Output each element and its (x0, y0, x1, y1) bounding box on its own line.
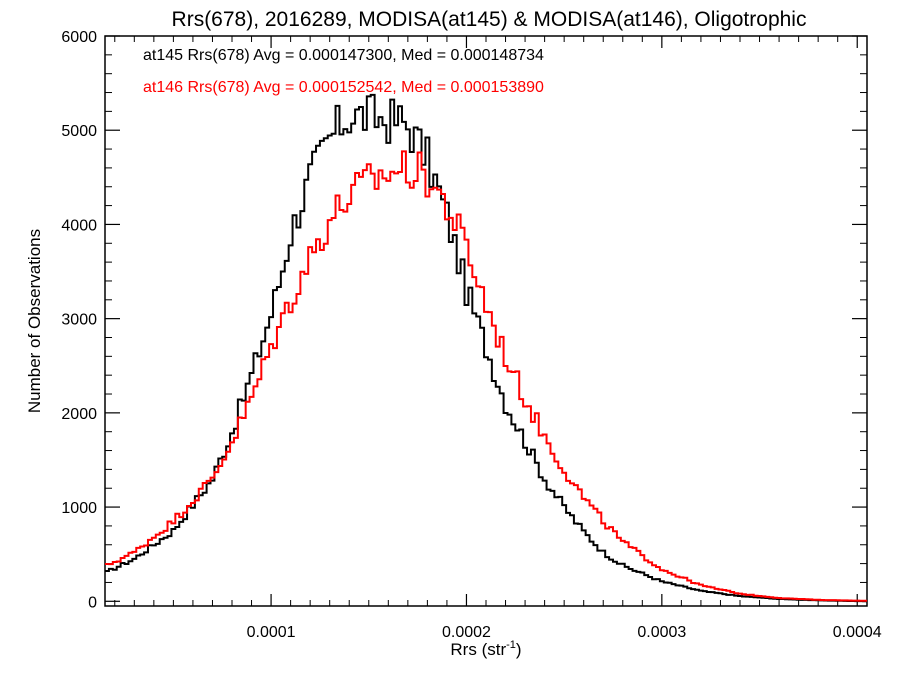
y-tick-label: 6000 (61, 29, 97, 46)
legend-entry-at145: at145 Rrs(678) Avg = 0.000147300, Med = … (143, 47, 544, 64)
x-tick-label: 0.0001 (247, 624, 296, 641)
chart-title: Rrs(678), 2016289, MODISA(at145) & MODIS… (172, 8, 807, 31)
series-line-at145 (105, 93, 867, 603)
x-tick-label: 0.0002 (442, 624, 491, 641)
y-tick-label: 1000 (61, 500, 97, 517)
x-axis-label: Rrs (str-1) (450, 639, 521, 659)
y-axis-label: Number of Observations (25, 229, 44, 413)
y-tick-label: 3000 (61, 312, 97, 329)
series-line-at146 (105, 150, 867, 602)
y-tick-label: 5000 (61, 123, 97, 140)
y-tick-label: 2000 (61, 406, 97, 423)
series-layer (105, 93, 867, 603)
x-axis-label-superscript: -1 (506, 639, 516, 651)
x-axis-ticks: 0.0001 0.0002 0.0003 0.0004 (114, 36, 882, 641)
x-tick-label: 0.0004 (833, 624, 882, 641)
x-axis-label-end: ) (516, 640, 522, 659)
y-tick-label: 4000 (61, 217, 97, 234)
plot-frame (104, 35, 868, 607)
x-axis-label-main: Rrs (str (450, 640, 506, 659)
y-axis-ticks: 0 1000 2000 3000 4000 5000 6000 (61, 29, 867, 611)
y-tick-label: 0 (88, 594, 97, 611)
legend-entry-at146: at146 Rrs(678) Avg = 0.000152542, Med = … (143, 79, 544, 96)
x-tick-label: 0.0003 (637, 624, 686, 641)
